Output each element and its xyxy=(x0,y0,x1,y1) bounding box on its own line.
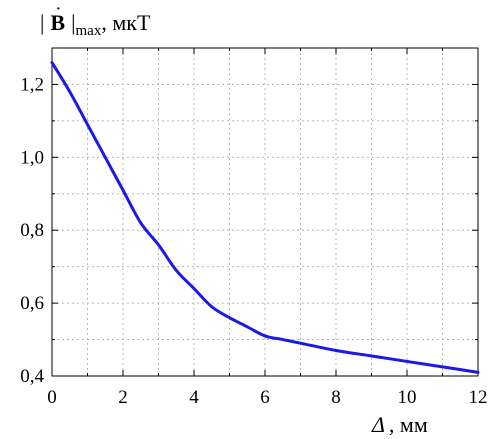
x-tick-label: 0 xyxy=(47,387,57,408)
ticks xyxy=(51,47,479,377)
x-axis-title: Δ, мм xyxy=(371,412,428,437)
tick-labels: 0 2 4 6 8 10 12 0,4 0,6 0,8 1,0 1,2 xyxy=(20,74,487,408)
x-tick-label: 10 xyxy=(398,387,417,408)
x-axis-title-unit: , мм xyxy=(389,412,428,437)
x-tick-label: 8 xyxy=(331,387,341,408)
y-tick-label: 0,4 xyxy=(20,366,44,387)
x-tick-label: 2 xyxy=(118,387,128,408)
x-tick-label: 4 xyxy=(189,387,199,408)
y-axis-symbol-dot: · xyxy=(56,2,61,17)
x-axis-title-symbol: Δ xyxy=(371,412,385,437)
y-tick-label: 1,0 xyxy=(20,147,44,168)
y-axis-title-bar-left: | xyxy=(40,10,44,35)
x-tick-label: 6 xyxy=(260,387,270,408)
y-axis-title: | B |max, мкТ xyxy=(40,10,151,39)
series-line xyxy=(50,61,480,374)
y-axis-title-bar-right: | xyxy=(71,10,75,35)
y-axis-title-symbol: B xyxy=(50,10,65,35)
y-tick-label: 0,8 xyxy=(20,220,44,241)
grid xyxy=(52,48,478,376)
y-axis-title-unit: , мкТ xyxy=(101,10,151,35)
y-tick-label: 1,2 xyxy=(20,74,44,95)
plot-frame xyxy=(51,47,479,377)
y-tick-label: 0,6 xyxy=(20,293,44,314)
y-axis-title-subscript: max xyxy=(76,23,102,39)
x-tick-label: 12 xyxy=(469,387,488,408)
